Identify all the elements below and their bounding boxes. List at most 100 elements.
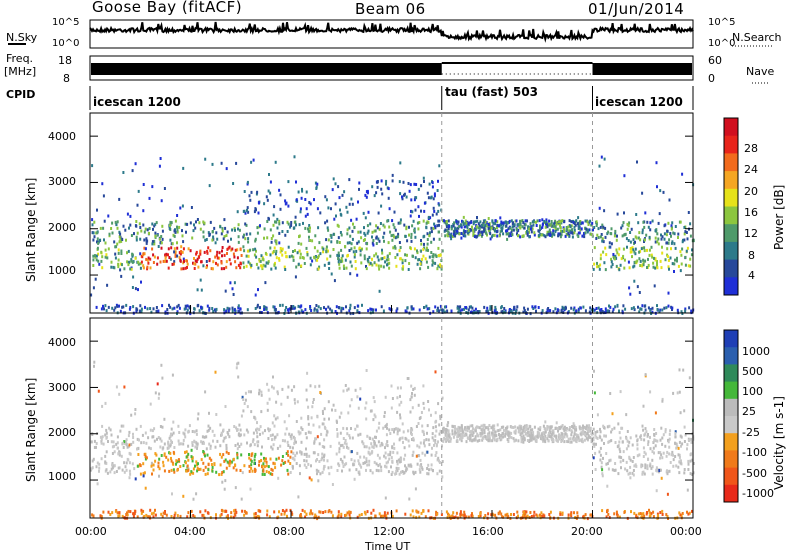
velocity-cell	[481, 428, 484, 431]
power-cell	[94, 277, 97, 281]
velocity-cell	[121, 514, 124, 518]
power-cell	[357, 230, 360, 234]
velocity-cell	[651, 465, 654, 469]
power-cell	[587, 228, 590, 232]
velocity-cell	[540, 511, 543, 515]
power-cell	[409, 214, 412, 218]
power-cell	[159, 157, 162, 160]
power-cell	[440, 308, 443, 312]
power-cell	[330, 240, 333, 244]
power-cell	[338, 196, 341, 200]
power-cell	[221, 246, 224, 249]
velocity-cell	[289, 434, 292, 438]
velocity-cell	[409, 513, 412, 517]
power-cell	[368, 262, 371, 266]
power-cell	[207, 231, 210, 235]
velocity-cell	[243, 464, 246, 468]
power-cell	[167, 266, 170, 270]
power-cell	[340, 309, 343, 313]
velocity-cell	[416, 462, 419, 466]
velocity-cell	[546, 437, 549, 441]
velocity-cell	[373, 413, 376, 417]
velocity-cell	[102, 510, 105, 514]
velocity-cell	[608, 439, 611, 443]
velocity-cell	[551, 425, 553, 429]
velocity-cell	[361, 440, 364, 444]
power-cell	[295, 198, 298, 202]
power-cell	[228, 307, 231, 311]
power-cell	[513, 306, 516, 310]
velocity-cell	[274, 466, 277, 470]
velocity-cell	[253, 461, 256, 465]
velocity-cell	[366, 463, 369, 467]
power-cell	[670, 224, 673, 228]
velocity-cell	[177, 458, 180, 462]
velocity-cell	[262, 469, 265, 473]
velocity-cell	[328, 509, 331, 512]
power-cell	[474, 307, 477, 311]
velocity-cell	[154, 452, 157, 456]
power-cell	[342, 307, 345, 311]
power-cell	[402, 180, 405, 184]
power-cell	[481, 225, 484, 229]
power-cell	[629, 231, 632, 234]
power-cell	[365, 195, 368, 199]
power-cell	[196, 218, 199, 221]
velocity-cell	[652, 510, 655, 514]
power-cell	[436, 306, 439, 310]
power-cell	[102, 194, 105, 198]
power-cell	[553, 221, 556, 225]
velocity-cell	[222, 439, 225, 443]
velocity-cell	[416, 510, 418, 514]
power-cell	[667, 265, 670, 269]
velocity-cell	[412, 515, 415, 519]
power-cell	[348, 309, 351, 313]
power-cell	[122, 305, 125, 309]
velocity-cell	[635, 464, 638, 468]
power-cell	[279, 193, 282, 197]
power-cell	[167, 253, 169, 257]
velocity-cell	[618, 455, 621, 459]
power-cell	[245, 264, 248, 268]
velocity-cell	[552, 429, 555, 433]
velocity-cell	[170, 427, 173, 431]
velocity-cell	[299, 513, 302, 516]
velocity-cell	[504, 434, 507, 438]
power-cell	[373, 261, 376, 265]
velocity-cell	[375, 444, 378, 448]
velocity-cell	[434, 434, 437, 438]
power-cell	[401, 195, 403, 199]
velocity-cell	[686, 443, 689, 447]
velocity-cell	[390, 465, 392, 469]
velocity-cell	[397, 458, 400, 462]
power-cell	[257, 201, 260, 205]
velocity-cell	[191, 459, 194, 463]
velocity-cell	[403, 471, 406, 475]
power-cell	[577, 310, 580, 314]
velocity-cell	[375, 462, 378, 466]
velocity-cell	[121, 468, 124, 472]
power-cell	[225, 260, 228, 264]
power-cell	[107, 214, 110, 218]
power-cell	[260, 254, 263, 258]
velocity-cell	[652, 446, 655, 450]
power-cell	[397, 232, 400, 236]
power-cell	[410, 209, 412, 213]
velocity-cell	[240, 442, 243, 446]
velocity-cell	[566, 434, 569, 438]
velocity-cell	[393, 427, 396, 431]
velocity-cell	[170, 515, 173, 518]
velocity-cell	[549, 426, 552, 430]
power-cell	[340, 306, 343, 310]
power-cell	[143, 238, 146, 242]
power-cell	[523, 226, 526, 230]
velocity-cell	[268, 397, 271, 401]
velocity-cell	[586, 427, 589, 431]
power-cell	[654, 240, 657, 244]
power-cell	[687, 211, 690, 214]
power-cell	[188, 305, 191, 309]
power-cell	[634, 240, 636, 244]
power-cell	[120, 249, 123, 253]
velocity-cell	[223, 487, 226, 491]
velocity-cell	[529, 511, 532, 514]
